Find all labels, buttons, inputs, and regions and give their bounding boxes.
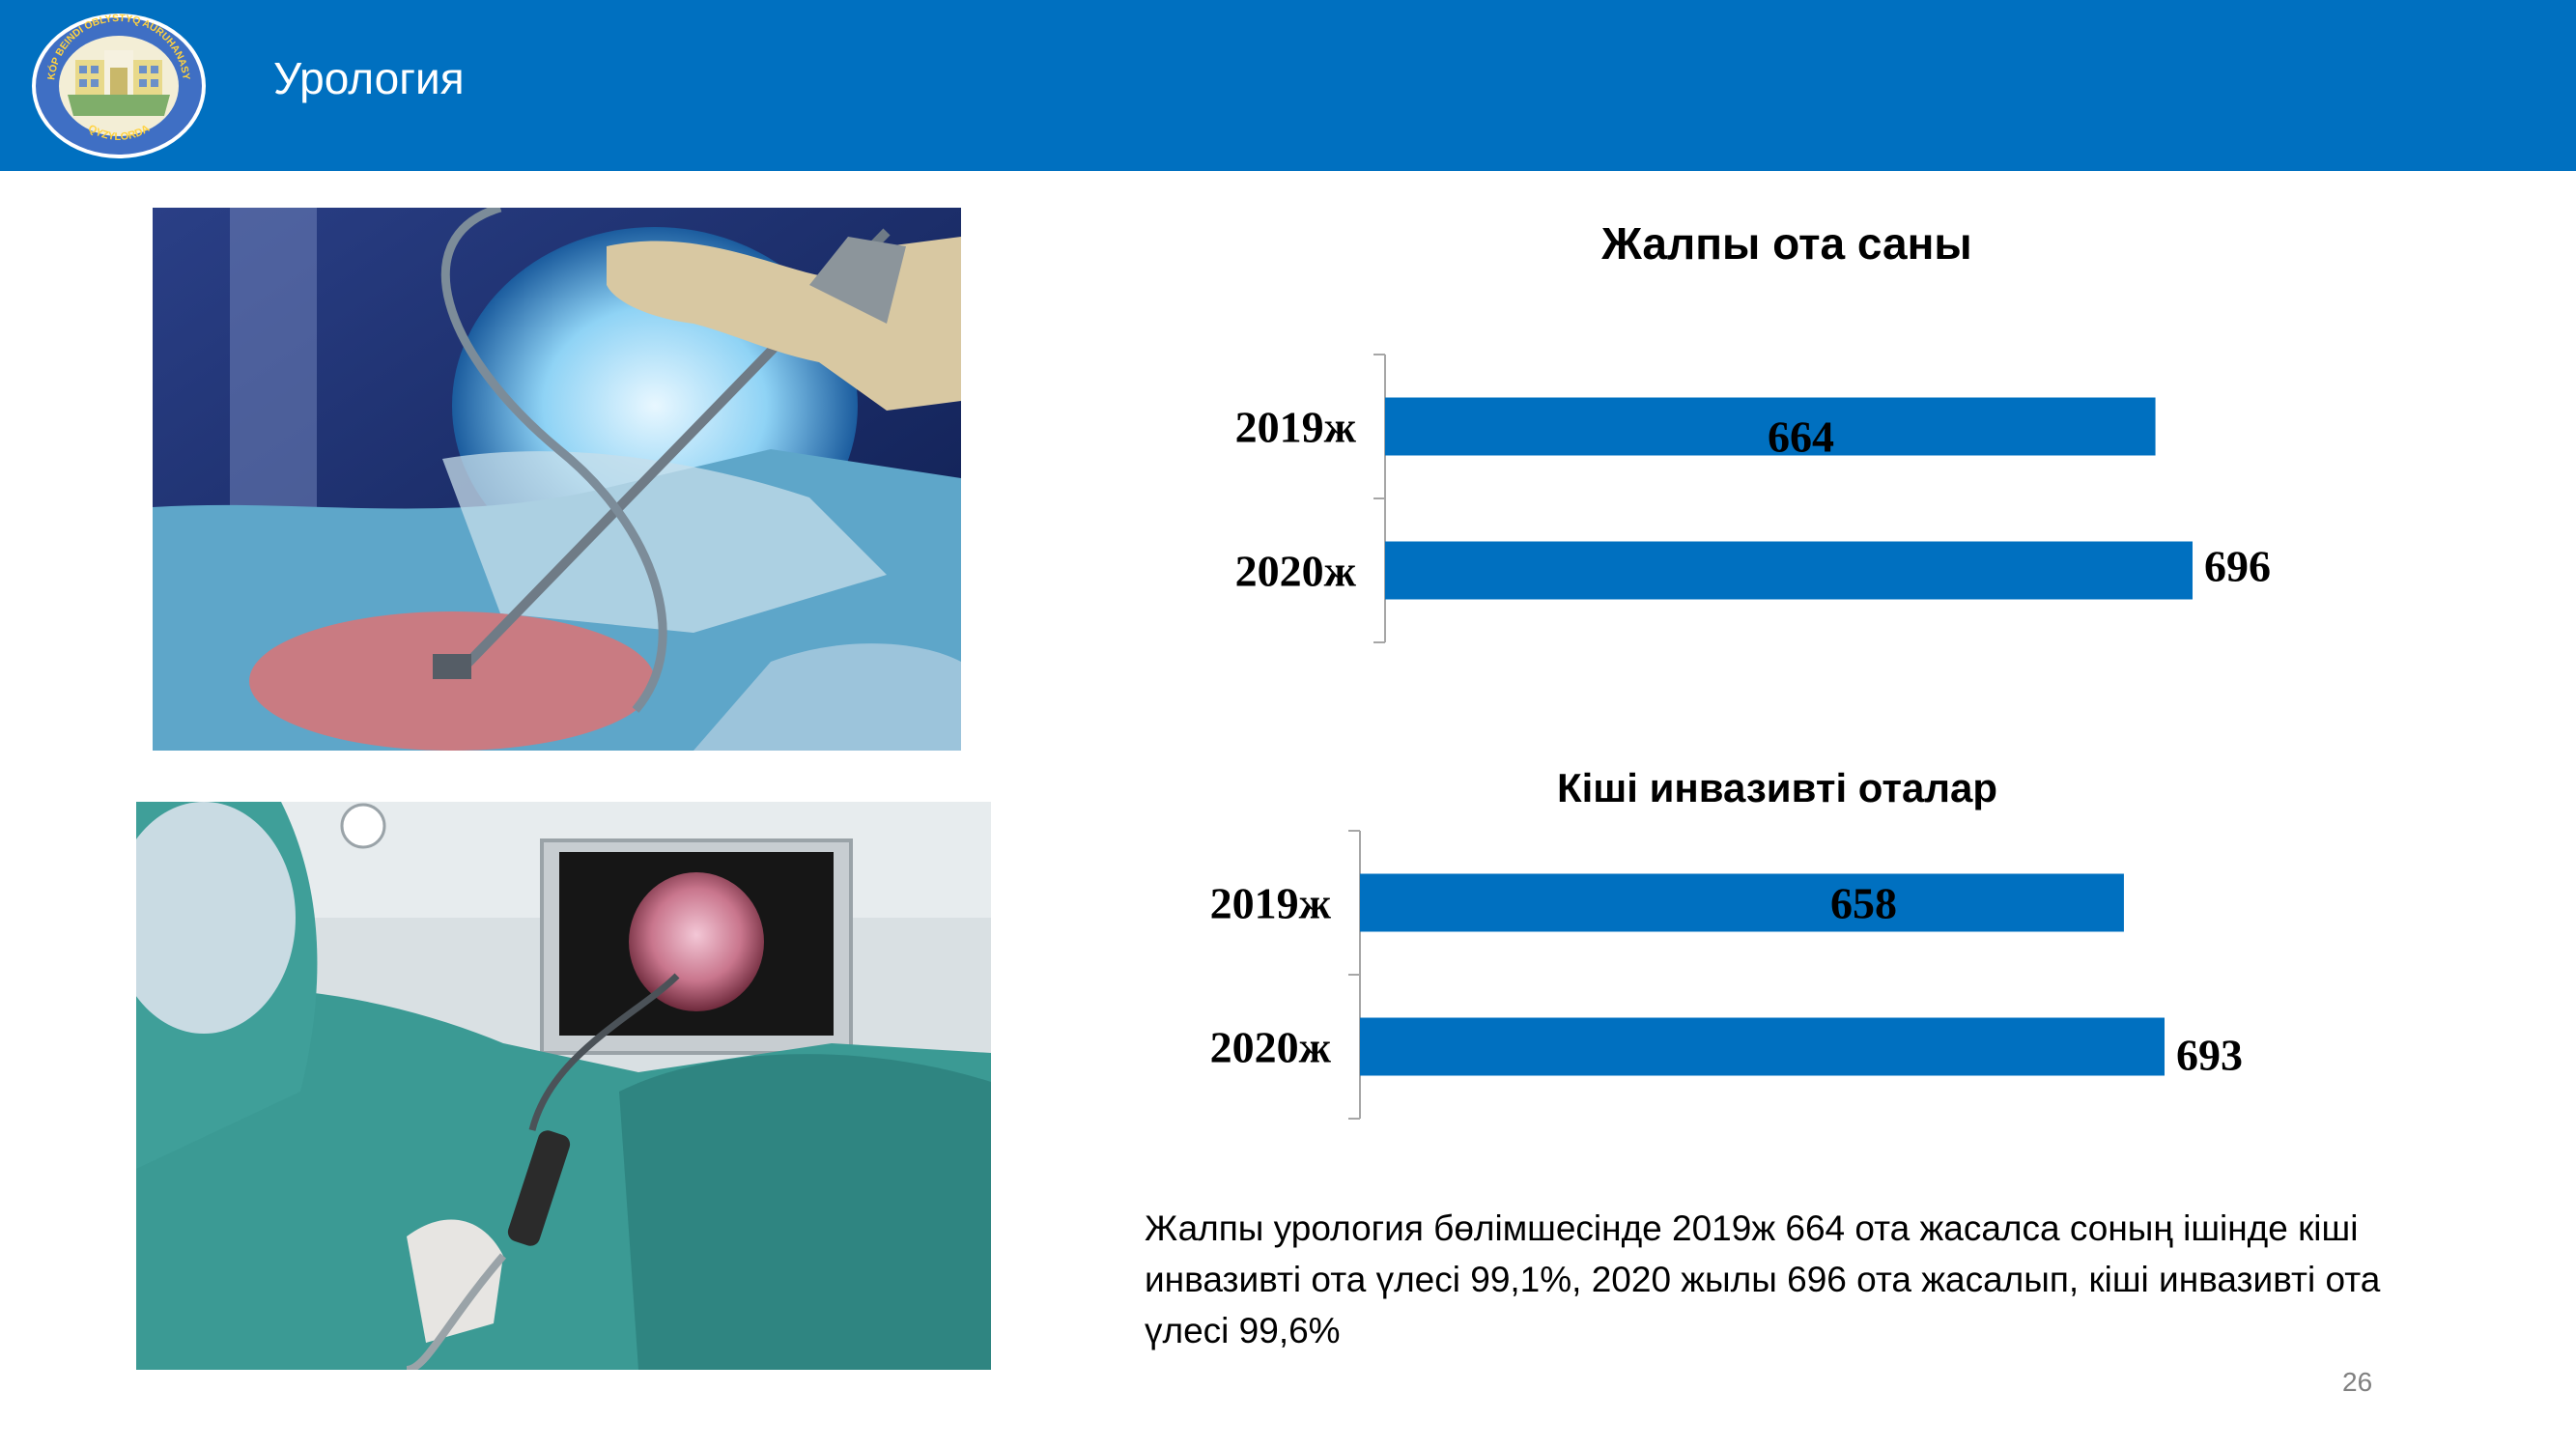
- endoscopy-photo: [136, 802, 991, 1370]
- bar-2020ж: [1385, 541, 2193, 600]
- chart-minimally-invasive: Кіші инвазивті оталар 2019ж 658 2020ж 693: [1120, 749, 2434, 1135]
- category-label: 2019ж: [1210, 879, 1332, 928]
- category-label: 2020ж: [1235, 547, 1357, 596]
- bar-2020ж: [1360, 1017, 2165, 1076]
- chart-title: Кіші инвазивті оталар: [1556, 765, 1998, 810]
- page-number: 26: [2342, 1367, 2373, 1397]
- data-label: 693: [2176, 1031, 2243, 1080]
- bar-2019ж: [1360, 873, 2124, 932]
- hospital-logo: KÓP BEINDI OBLYSTYQ AURUHANASY QYZYLORDA: [32, 13, 206, 158]
- data-label: 658: [1830, 879, 1897, 928]
- page-title: Урология: [273, 53, 465, 103]
- category-label: 2020ж: [1210, 1023, 1332, 1072]
- header-bar: KÓP BEINDI OBLYSTYQ AURUHANASY QYZYLORDA…: [0, 0, 2576, 171]
- bar-2019ж: [1385, 397, 2156, 456]
- chart-total-operations: Жалпы ота саны 2019ж 664 2020ж 696: [1140, 198, 2434, 662]
- laparoscopy-photo: [153, 208, 961, 751]
- data-label: 664: [1768, 412, 1834, 462]
- data-label: 696: [2204, 542, 2271, 591]
- summary-text: Жалпы урология бөлімшесінде 2019ж 664 от…: [1145, 1208, 2381, 1350]
- chart-title: Жалпы ота саны: [1601, 218, 1972, 269]
- category-label: 2019ж: [1235, 403, 1357, 452]
